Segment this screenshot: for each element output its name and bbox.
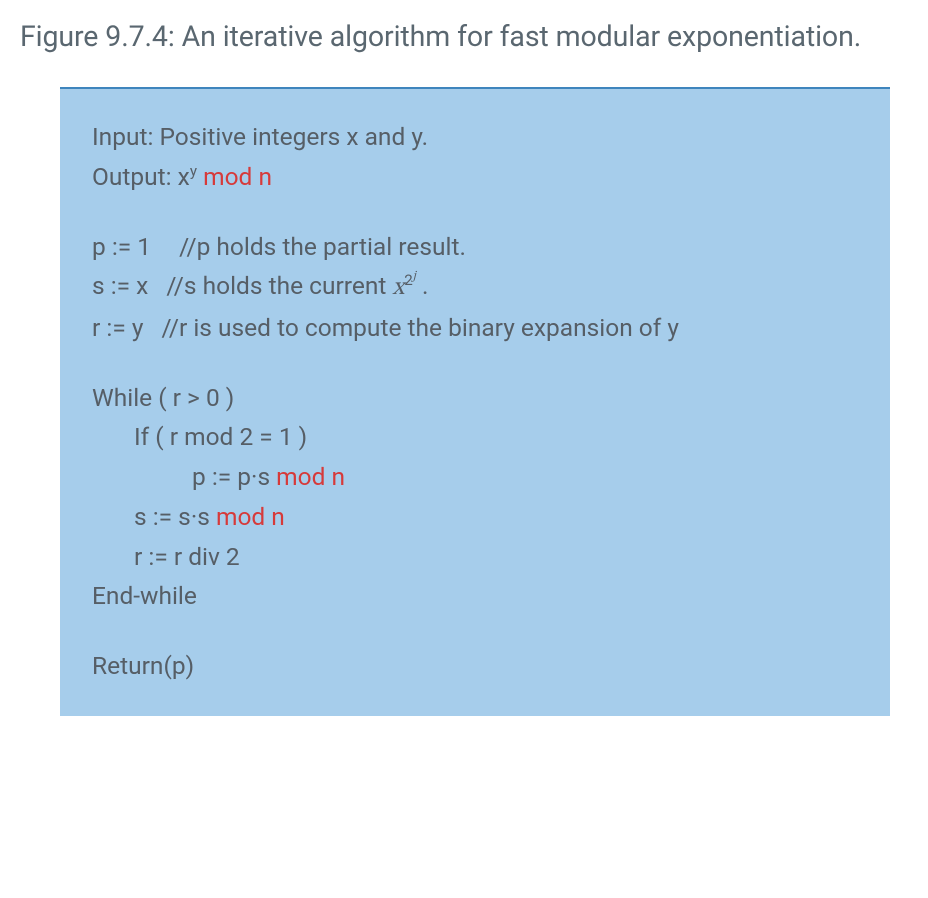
if-line: If ( r mod 2 = 1 ) — [92, 417, 858, 457]
return-line: Return(p) — [92, 646, 858, 686]
output-prefix: Output: x — [92, 162, 190, 191]
s-assign-mod: mod n — [210, 502, 285, 531]
io-block: Input: Positive integers x and y. Output… — [92, 117, 858, 196]
figure-title: Figure 9.7.4: An iterative algorithm for… — [20, 16, 908, 57]
return-block: Return(p) — [92, 646, 858, 686]
p-assign-mod: mod n — [270, 462, 345, 491]
output-mod: mod n — [197, 162, 272, 191]
init-p-comment: //p holds the partial result. — [179, 232, 466, 261]
r-assign-line: r := r div 2 — [92, 537, 858, 577]
s-assign-prefix: s := s·s — [134, 502, 210, 531]
init-s-exp: 2j — [404, 271, 416, 289]
algorithm-box: Input: Positive integers x and y. Output… — [60, 87, 890, 715]
p-assign-prefix: p := p·s — [192, 462, 270, 491]
init-r-lhs: r := y — [92, 313, 143, 342]
init-p-lhs: p := 1 — [92, 232, 151, 261]
init-s-comment-prefix: //s holds the current — [166, 271, 392, 300]
init-s-lhs: s := x — [92, 271, 148, 300]
init-s-comment-suffix: . — [416, 271, 429, 300]
endwhile-line: End-while — [92, 576, 858, 616]
p-assign-line: p := p·s mod n — [92, 457, 858, 497]
init-r: r := y //r is used to compute the binary … — [92, 308, 858, 348]
init-p: p := 1 //p holds the partial result. — [92, 227, 858, 267]
init-r-comment: //r is used to compute the binary expans… — [161, 313, 679, 342]
init-block: p := 1 //p holds the partial result. s :=… — [92, 227, 858, 348]
output-line: Output: xy mod n — [92, 157, 858, 197]
loop-block: While ( r > 0 ) If ( r mod 2 = 1 ) p := … — [92, 378, 858, 616]
while-line: While ( r > 0 ) — [92, 378, 858, 418]
input-line: Input: Positive integers x and y. — [92, 117, 858, 157]
init-s: s := x //s holds the current x2j . — [92, 266, 858, 308]
output-sup: y — [190, 162, 197, 180]
init-s-math-x: x — [392, 275, 404, 300]
s-assign-line: s := s·s mod n — [92, 497, 858, 537]
